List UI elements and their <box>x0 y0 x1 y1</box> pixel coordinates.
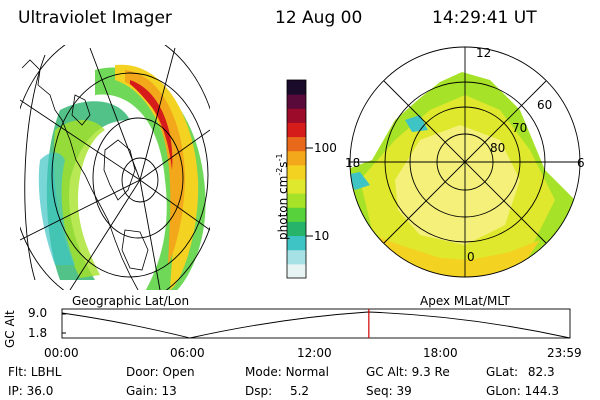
mlat-label-70: 70 <box>512 121 528 135</box>
status-mode: Mode: Normal <box>245 365 329 379</box>
time-tick-4: 23:59 <box>547 346 582 360</box>
colorbar-stripe <box>287 207 306 222</box>
colorbar-tick-100: 100 <box>314 141 337 155</box>
time-tick-1: 06:00 <box>170 346 205 360</box>
colorbar-stripe <box>287 235 306 251</box>
mlat-label-80: 80 <box>490 141 506 155</box>
time-tick-2: 12:00 <box>297 346 332 360</box>
alt-tick-9: 9.0 <box>28 306 48 320</box>
left-panel-caption: Geographic Lat/Lon <box>72 294 190 308</box>
mlt-label-left: 18 <box>345 156 361 170</box>
colorbar-stripe <box>287 221 306 237</box>
colorbar-stripe <box>287 193 306 208</box>
colorbar-stripe <box>287 249 306 265</box>
colorbar-stripe <box>287 150 306 166</box>
colorbar-tick-10: 10 <box>314 229 330 243</box>
colorbar-stripe <box>287 94 306 109</box>
status-glat: GLat: 82.3 <box>486 365 555 379</box>
status-seq: Seq: 39 <box>366 384 412 398</box>
colorbar-stripe <box>287 80 306 95</box>
status-dsp: Dsp: 5.2 <box>245 384 310 398</box>
mlt-label-right: 6 <box>577 156 585 170</box>
alt-tick-1-8: 1.8 <box>28 326 48 340</box>
time-tick-0: 00:00 <box>44 346 79 360</box>
right-panel-caption: Apex MLat/MLT <box>420 294 510 308</box>
colorbar-stripe <box>287 263 306 279</box>
time-label: 14:29:41 UT <box>432 8 537 28</box>
colorbar-stripe <box>287 122 306 138</box>
time-tick-3: 18:00 <box>423 346 458 360</box>
instrument-title: Ultraviolet Imager <box>18 8 172 28</box>
colorbar-stripe <box>287 164 306 180</box>
status-glon: GLon: 144.3 <box>486 384 559 398</box>
mlt-label-bottom: 0 <box>467 250 475 264</box>
status-gc-alt: GC Alt: 9.3 Re <box>366 365 450 379</box>
date-label: 12 Aug 00 <box>275 8 363 28</box>
colorbar-stripe <box>287 136 306 152</box>
status-door: Door: Open <box>126 365 195 379</box>
mlt-label-top: 12 <box>476 46 492 60</box>
status-ip: IP: 36.0 <box>8 384 54 398</box>
colorbar-stripe <box>287 179 306 194</box>
status-gain: Gain: 13 <box>126 384 177 398</box>
status-filter: Flt: LBHL <box>8 365 62 379</box>
mlat-label-60: 60 <box>537 98 553 112</box>
colorbar-stripe <box>287 108 306 123</box>
